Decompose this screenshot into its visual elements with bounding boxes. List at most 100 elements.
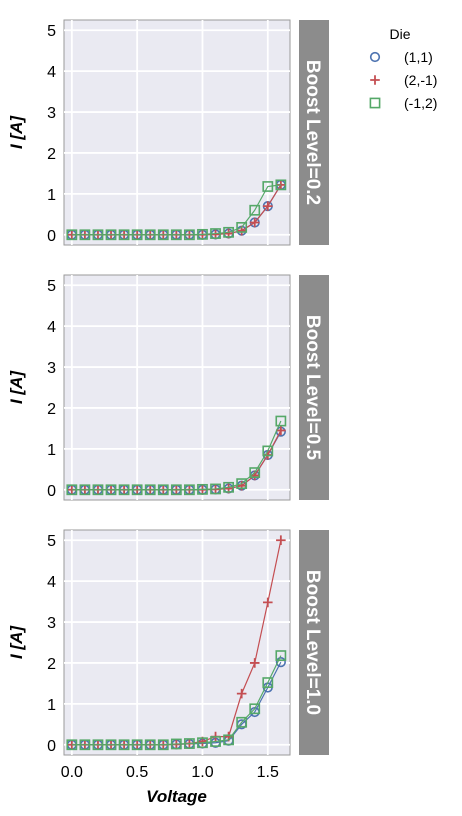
- y-tick-label: 1: [47, 697, 56, 714]
- data-point: [262, 201, 273, 211]
- y-tick-label: 3: [47, 360, 56, 377]
- legend: Die (1,1) (2,-1) (-1,2): [369, 26, 437, 111]
- plot-area: [63, 19, 291, 246]
- data-point: [105, 739, 117, 751]
- legend-label: (-1,2): [404, 95, 437, 111]
- y-tick-label: 0: [47, 483, 56, 500]
- y-tick-label: 5: [47, 533, 56, 550]
- data-point: [210, 228, 221, 239]
- data-point: [210, 736, 221, 747]
- data-point: [197, 483, 208, 495]
- facet-strip: [299, 275, 329, 500]
- y-axis-label: I [A]: [7, 625, 26, 659]
- data-point: [66, 484, 78, 496]
- data-point: [79, 229, 91, 241]
- data-point: [144, 739, 156, 751]
- y-tick-label: 3: [47, 615, 56, 632]
- data-point: [184, 738, 195, 749]
- series-3: [66, 650, 287, 751]
- data-point: [131, 739, 143, 751]
- legend-entry: (2,-1): [370, 72, 437, 88]
- x-tick-label: 0.0: [61, 764, 83, 781]
- data-point: [184, 229, 195, 241]
- data-point: [157, 484, 169, 496]
- data-point: [236, 716, 248, 728]
- data-point: [262, 181, 274, 192]
- data-point: [275, 415, 287, 427]
- data-point: [276, 425, 286, 436]
- data-point: [118, 229, 130, 241]
- data-point: [223, 226, 235, 238]
- y-tick-label: 1: [47, 442, 56, 459]
- data-point: [197, 737, 208, 749]
- legend-label: (2,-1): [404, 72, 437, 88]
- data-point: [262, 445, 274, 457]
- x-tick-label: 0.5: [126, 764, 148, 781]
- y-tick-label: 0: [47, 738, 56, 755]
- facet-label: Boost Level=0.5: [302, 315, 323, 461]
- x-tick-label: 1.5: [257, 764, 279, 781]
- data-point: [92, 229, 104, 241]
- panel-3: 0 1 2 3 4 5 0.0 0.5 1.0 1.5 I [A] Boost Level=1.0: [7, 529, 329, 781]
- data-point: [118, 484, 130, 496]
- data-point: [249, 467, 261, 478]
- legend-label: (1,1): [404, 49, 433, 65]
- data-point: [79, 484, 91, 496]
- facet-label: Boost Level=1.0: [302, 570, 323, 715]
- x-tick-label: 1.0: [191, 764, 213, 781]
- legend-marker: [370, 75, 380, 85]
- chart-panels: 0 1 2 3 4 5 I [A] Boost Level=0.2 0 1 2 3 4 5 I [A] Boo…: [7, 19, 329, 781]
- y-tick-label: 5: [47, 23, 56, 40]
- data-point: [131, 484, 143, 496]
- panel-2: 0 1 2 3 4 5 I [A] Boost Level=0.5: [7, 274, 329, 501]
- facet-strip: [299, 530, 329, 755]
- data-point: [79, 739, 91, 751]
- y-axis-label: I [A]: [7, 370, 26, 404]
- data-point: [170, 738, 182, 750]
- data-point: [210, 483, 221, 495]
- y-axis-label: I [A]: [7, 115, 26, 149]
- y-tick-label: 3: [47, 105, 56, 122]
- data-point: [170, 484, 182, 496]
- data-point: [170, 229, 182, 241]
- data-point: [249, 204, 261, 216]
- data-point: [275, 179, 287, 191]
- data-point: [236, 222, 248, 233]
- data-point: [66, 739, 78, 751]
- y-tick-label: 2: [47, 656, 56, 673]
- legend-entry: (-1,2): [369, 95, 437, 111]
- data-point: [92, 739, 104, 751]
- data-point: [157, 739, 169, 751]
- data-point: [144, 229, 156, 241]
- y-tick-label: 2: [47, 401, 56, 418]
- data-point: [92, 484, 104, 496]
- data-point: [105, 484, 117, 496]
- y-tick-label: 4: [47, 64, 56, 81]
- y-tick-label: 0: [47, 228, 56, 245]
- data-point: [249, 217, 260, 228]
- y-tick-label: 2: [47, 146, 56, 163]
- x-axis-label: Voltage: [146, 787, 207, 806]
- data-point: [275, 650, 287, 661]
- data-point: [276, 535, 286, 546]
- panel-1: 0 1 2 3 4 5 I [A] Boost Level=0.2: [7, 19, 329, 246]
- data-point: [118, 739, 130, 751]
- data-point: [275, 657, 286, 668]
- data-point: [197, 228, 208, 240]
- data-point: [157, 229, 169, 241]
- legend-marker: [369, 97, 381, 109]
- data-point: [236, 478, 248, 490]
- y-tick-label: 5: [47, 278, 56, 295]
- legend-entry: (1,1): [369, 49, 433, 65]
- legend-marker: [369, 51, 381, 63]
- plot-area: [63, 274, 291, 501]
- data-point: [236, 688, 247, 699]
- data-point: [249, 703, 261, 715]
- plot-area: [63, 529, 291, 756]
- data-point: [262, 597, 273, 608]
- facet-label: Boost Level=0.2: [302, 60, 323, 205]
- series-3: [66, 415, 287, 496]
- data-point: [262, 677, 274, 688]
- y-tick-label: 4: [47, 319, 56, 336]
